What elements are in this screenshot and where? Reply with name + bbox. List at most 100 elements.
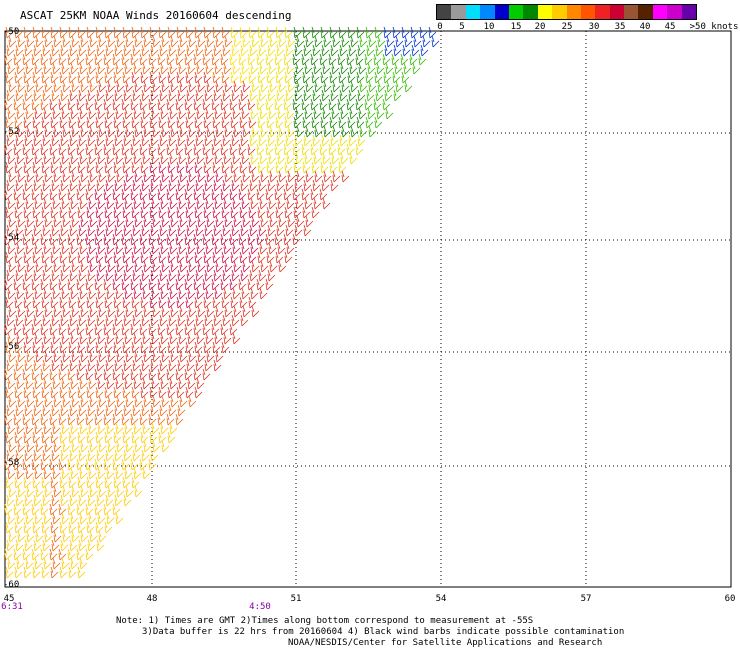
wind-barb [13,98,22,111]
wind-barb [203,206,212,219]
wind-barb [323,35,332,48]
wind-barb [224,305,233,318]
wind-barb [53,125,62,138]
wind-barb [170,305,179,318]
wind-barb [50,251,59,264]
wind-barb [116,215,125,228]
wind-barb [17,35,26,48]
wind-barb [265,53,274,66]
wind-barb [304,152,313,165]
wind-barb [176,296,185,309]
wind-barb [204,359,213,372]
wind-barb [114,269,123,282]
wind-barb [43,197,52,210]
wind-barb [178,287,187,300]
wind-barb [115,107,124,120]
wind-barb [68,251,77,264]
wind-barb [16,557,25,570]
wind-barb [211,98,220,111]
wind-barb [195,314,204,327]
wind-barb [34,152,43,165]
wind-barb [60,404,69,417]
wind-barb [116,35,125,48]
wind-barb [67,413,76,426]
wind-barb [106,332,115,345]
wind-barb [395,80,404,93]
wind-barb [125,485,134,498]
wind-barb [52,197,61,210]
wind-barb [8,530,17,543]
wind-barb [176,161,185,174]
wind-barb [44,80,53,93]
wind-barb [148,188,157,201]
wind-barb [77,476,86,489]
wind-barb [268,242,277,255]
wind-barb [249,89,258,102]
note-line-3: NOAA/NESDIS/Center for Satellite Applica… [288,638,603,648]
wind-barb [42,269,51,282]
wind-barb [49,548,58,561]
wind-barb [220,53,229,66]
wind-barb [359,35,368,48]
wind-barb [167,296,176,309]
wind-barb [22,323,31,336]
wind-barb [375,89,384,102]
wind-barb [58,458,67,471]
wind-barb [274,188,283,201]
wind-barb [305,170,314,183]
wind-barb [31,413,40,426]
wind-barb [428,26,437,39]
wind-barb [86,251,95,264]
wind-barb [403,62,412,75]
wind-barb [67,98,76,111]
wind-barb [143,395,152,408]
wind-barb [276,44,285,57]
wind-barb [185,161,194,174]
wind-barb [89,35,98,48]
wind-barb [42,449,51,462]
wind-barb [143,125,152,138]
wind-barb [69,224,78,237]
wind-barb [284,251,293,264]
wind-barb [43,422,52,435]
wind-barb [122,476,131,489]
wind-barb [374,116,383,129]
wind-barb [125,395,134,408]
wind-barb [256,53,265,66]
wind-barb [211,233,220,246]
wind-barb [134,350,143,363]
wind-barb [131,341,140,354]
wind-barb [188,305,197,318]
wind-barb [113,26,122,39]
wind-barb [132,314,141,327]
wind-barb [87,134,96,147]
wind-barb [70,377,79,390]
wind-barb [310,143,319,156]
wind-barb [170,260,179,273]
wind-barb [188,215,197,228]
wind-barb [330,179,339,192]
legend-swatch [624,5,639,19]
wind-barb [419,26,428,39]
wind-barb [132,134,141,147]
wind-barb [250,152,259,165]
wind-barb [76,188,85,201]
wind-barb [166,53,175,66]
wind-barb [215,260,224,273]
wind-barb [98,485,107,498]
legend-swatch [537,5,553,19]
wind-barb [259,62,268,75]
wind-barb [25,152,34,165]
wind-barb [42,404,51,417]
wind-barb [97,422,106,435]
wind-barb [330,44,339,57]
wind-barb [197,35,206,48]
wind-barb [142,242,151,255]
wind-barb [278,125,287,138]
wind-barb [80,350,89,363]
wind-barb [375,44,384,57]
wind-barb [76,53,85,66]
wind-barb [76,548,85,561]
wind-barb [96,134,105,147]
wind-barb [133,422,142,435]
